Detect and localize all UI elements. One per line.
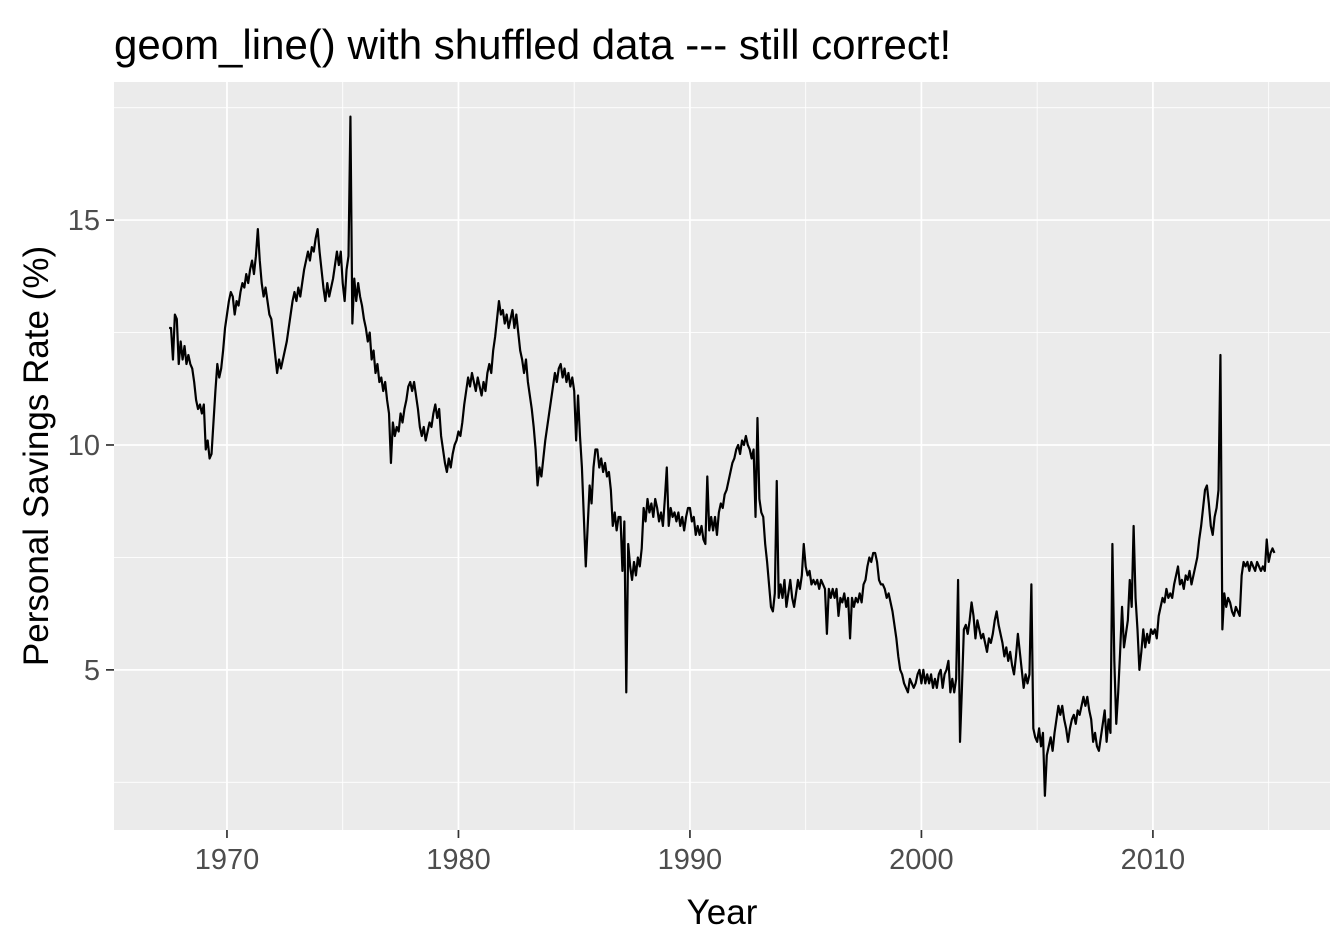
x-tick-label: 2000	[889, 844, 954, 876]
x-axis-title: Year	[687, 893, 758, 932]
x-axis-tick-marks	[226, 830, 1154, 838]
x-axis-tick-labels: 1970 1980 1990 2000 2010	[195, 844, 1185, 876]
chart-title: geom_line() with shuffled data --- still…	[114, 21, 951, 68]
x-tick-label: 1990	[658, 844, 723, 876]
y-axis-tick-labels: 5 10 15	[68, 205, 100, 687]
x-tick-label: 2010	[1121, 844, 1186, 876]
y-axis-tick-marks	[106, 219, 114, 671]
y-axis-title: Personal Savings Rate (%)	[17, 246, 56, 666]
x-tick-label: 1970	[195, 844, 260, 876]
y-tick-label: 5	[84, 655, 100, 687]
grid-minor-lines	[114, 82, 1330, 830]
grid-major-lines	[114, 82, 1330, 830]
plot-panel	[114, 82, 1330, 830]
y-tick-label: 10	[68, 430, 100, 462]
data-line	[169, 115, 1276, 797]
x-tick-label: 1980	[426, 844, 491, 876]
y-tick-label: 15	[68, 205, 100, 237]
